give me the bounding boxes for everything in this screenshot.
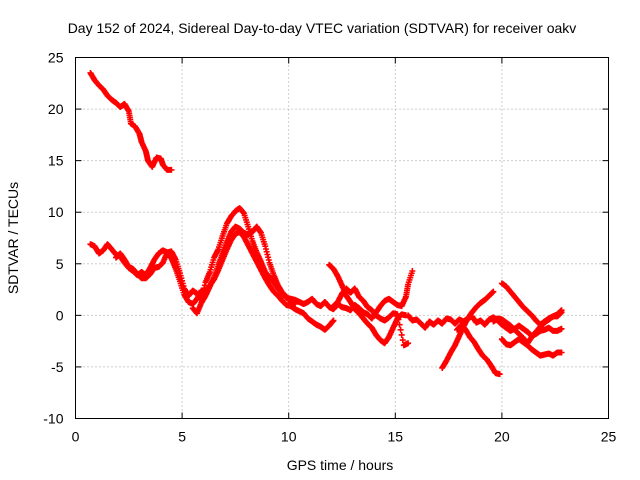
x-tick-label: 20 bbox=[494, 429, 510, 445]
series-track-k bbox=[490, 309, 565, 347]
series-track-c bbox=[189, 223, 299, 317]
series-markers bbox=[439, 288, 497, 371]
x-axis-label: GPS time / hours bbox=[287, 457, 394, 473]
series-markers bbox=[498, 280, 565, 328]
series-upper-track bbox=[87, 69, 175, 173]
plot-frame bbox=[75, 57, 609, 419]
series-markers bbox=[330, 285, 412, 349]
axis-ticks: 0 5 10 15 20 25 -10 -5 0 5 10 15 20 25 bbox=[43, 50, 616, 445]
series-markers bbox=[454, 321, 503, 378]
x-tick-label: 10 bbox=[281, 429, 297, 445]
y-axis-label: SDTVAR / TECUs bbox=[5, 182, 21, 294]
chart-title: Day 152 of 2024, Sidereal Day-to-day VTE… bbox=[68, 20, 577, 36]
grid-lines bbox=[75, 57, 609, 419]
x-tick-label: 25 bbox=[601, 429, 617, 445]
series-track-d bbox=[326, 261, 409, 347]
series-markers bbox=[405, 312, 565, 339]
series-track-g bbox=[439, 288, 497, 371]
series-track-i bbox=[498, 280, 565, 328]
series-markers bbox=[189, 223, 299, 317]
series-track-e bbox=[330, 285, 412, 349]
series-markers bbox=[87, 69, 175, 173]
x-tick-label: 15 bbox=[388, 429, 404, 445]
y-tick-label: 15 bbox=[48, 153, 64, 169]
x-tick-label: 0 bbox=[72, 429, 80, 445]
y-tick-label: -10 bbox=[43, 411, 63, 427]
y-tick-label: -5 bbox=[51, 359, 64, 375]
series-track-f bbox=[405, 312, 565, 339]
y-tick-label: 0 bbox=[56, 307, 64, 323]
y-tick-label: 5 bbox=[56, 256, 64, 272]
y-tick-label: 10 bbox=[48, 204, 64, 220]
series-track-h bbox=[454, 321, 503, 378]
y-tick-label: 20 bbox=[48, 101, 64, 117]
data-points bbox=[87, 69, 565, 378]
x-tick-label: 5 bbox=[178, 429, 186, 445]
series-markers bbox=[326, 261, 409, 347]
y-tick-label: 25 bbox=[48, 50, 64, 66]
series-markers bbox=[490, 309, 565, 347]
